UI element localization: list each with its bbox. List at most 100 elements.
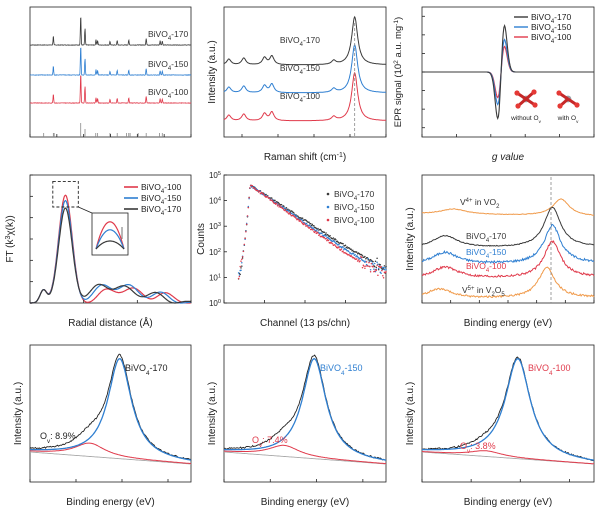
data-point (277, 204, 280, 206)
legend-entry: BiVO4-150 (141, 193, 181, 206)
y-axis-label: Intensity (a.u.) (13, 382, 24, 445)
data-point (249, 187, 251, 189)
data-point (251, 184, 254, 187)
data-point (325, 232, 327, 234)
data-point (377, 268, 380, 271)
plot-frame (223, 344, 387, 483)
data-point (305, 219, 308, 222)
data-point (338, 247, 340, 249)
data-point (313, 231, 316, 234)
data-point (262, 193, 265, 196)
data-point (385, 265, 387, 268)
data-point (288, 209, 291, 211)
legend-entry: BiVO4-170 (141, 204, 181, 217)
data-point (288, 210, 290, 212)
data-point (306, 225, 309, 227)
data-point (295, 217, 297, 220)
data-point (376, 257, 378, 260)
panel-subtitle: BiVO4-100 (528, 363, 571, 377)
data-point (258, 190, 261, 192)
inset-line-2 (95, 240, 125, 250)
data-point (368, 261, 370, 264)
inset-label: with Ov (557, 115, 579, 124)
data-point (312, 227, 314, 229)
data-point (370, 262, 373, 265)
y-tick-label: 100 (209, 299, 221, 308)
data-point (292, 211, 295, 214)
data-point (248, 196, 250, 199)
inset-line-1 (95, 229, 125, 250)
data-point (259, 192, 262, 195)
legend-entry: BiVO4-170 (148, 29, 188, 42)
inset-connector (78, 206, 93, 214)
data-point (357, 259, 360, 261)
data-point (240, 267, 242, 269)
data-point (250, 186, 253, 188)
data-point (360, 256, 363, 259)
data-point (334, 241, 336, 243)
series-label: BiVO4-150 (466, 247, 506, 260)
ov-fraction-label: Ov: 8.9% (40, 431, 76, 445)
data-point (265, 193, 267, 196)
y-axis-label: FT (k3χ(k)) (5, 215, 17, 262)
data-point (336, 240, 339, 242)
data-point (237, 277, 240, 280)
data-point (271, 197, 273, 199)
data-point (305, 222, 308, 225)
data-point (372, 266, 374, 268)
series-line-0 (30, 17, 191, 46)
data-point (241, 258, 243, 260)
background-line (29, 451, 192, 465)
data-point (340, 248, 343, 250)
legend-entry: BiVO4-170 (334, 189, 374, 202)
legend-entry: BiVO4-100 (148, 87, 188, 100)
data-point (291, 212, 293, 215)
data-point (257, 189, 259, 192)
series-line-2 (422, 223, 595, 265)
data-point (384, 266, 386, 269)
x-axis-label: Radial distance (Å) (68, 316, 152, 329)
data-point (247, 206, 250, 209)
data-point (284, 209, 287, 211)
legend-marker (326, 218, 330, 222)
data-point (274, 202, 276, 205)
data-point (297, 219, 300, 221)
data-point (356, 251, 358, 253)
data-point (315, 227, 318, 229)
raw-data-line (29, 353, 192, 461)
x-axis-label: Binding energy (eV) (464, 318, 552, 329)
series-label: V5+ in V2O5 (462, 285, 505, 298)
data-point (278, 202, 280, 205)
data-point (369, 260, 371, 262)
data-point (311, 223, 314, 226)
data-point (258, 191, 260, 193)
data-point (321, 232, 323, 235)
series-line-0 (422, 23, 594, 120)
data-point (325, 235, 327, 237)
data-point (288, 212, 291, 214)
panel-g: BiVO4-170 Ov: 8.9% Binding energy (eV) Inte… (13, 344, 192, 508)
x-axis-label: Binding energy (eV) (261, 497, 349, 508)
series-line-2 (30, 207, 192, 304)
data-point (295, 215, 297, 217)
data-point (278, 206, 280, 208)
data-point (359, 260, 361, 262)
data-point (352, 253, 355, 255)
legend-entry: BiVO4-100 (334, 215, 374, 228)
data-point (345, 248, 348, 251)
data-point (253, 185, 255, 188)
panel-subtitle: BiVO4-150 (320, 363, 363, 377)
data-point (356, 255, 359, 258)
data-point (318, 233, 321, 236)
data-point (308, 221, 310, 223)
data-point (375, 269, 378, 272)
data-point (293, 213, 296, 216)
x-axis-label: Binding energy (eV) (66, 497, 154, 508)
legend-entry: BiVO4-150 (148, 59, 188, 72)
data-point (342, 243, 344, 245)
data-point (266, 196, 269, 198)
data-point (272, 201, 275, 204)
data-point (370, 260, 373, 262)
data-point (361, 255, 364, 257)
data-point (352, 249, 354, 251)
